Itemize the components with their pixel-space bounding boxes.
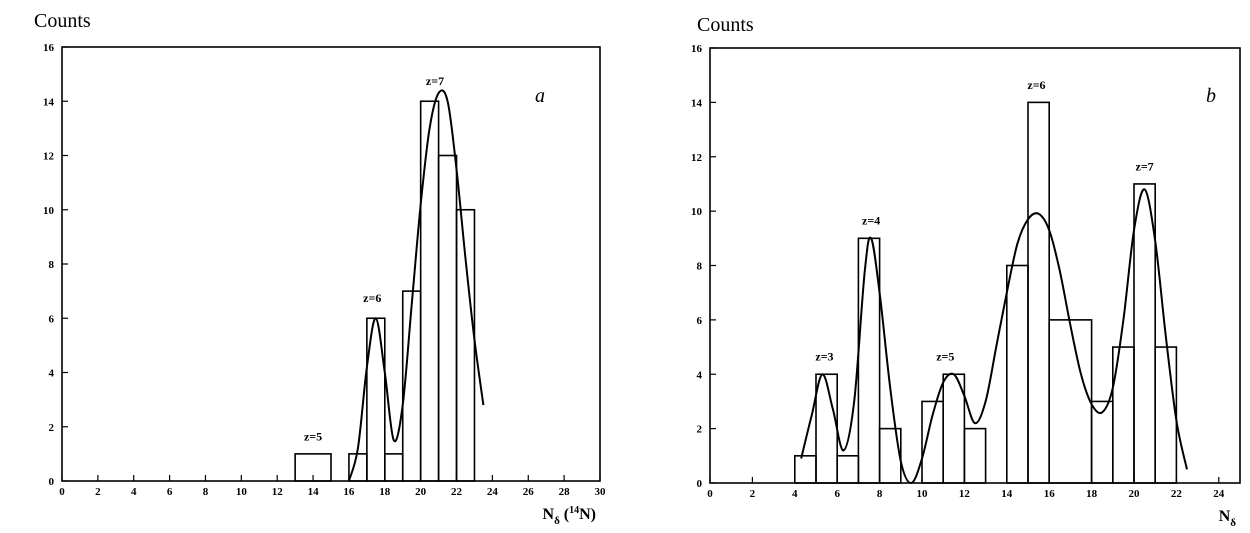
panel-a-x-tick-label: 14 xyxy=(308,486,320,498)
panel-a-x-tick-label: 28 xyxy=(559,486,571,498)
panel-a-y-axis-label: Counts xyxy=(34,10,91,32)
panel-b-x-tick-label: 8 xyxy=(877,488,883,500)
panel-b-histogram-bin xyxy=(878,427,902,484)
panel-b-histogram-bin xyxy=(1154,346,1178,484)
panel-b-histogram-bin xyxy=(1133,183,1157,484)
panel-a-plot-frame xyxy=(61,46,601,482)
panel-b-y-tick-label: 10 xyxy=(691,206,703,218)
panel-a-x-tick-label: 26 xyxy=(523,486,535,498)
panel-b-x-tick-label: 20 xyxy=(1129,488,1141,500)
panel-b-histogram-bin xyxy=(815,373,839,484)
panel-b-x-tick-label: 22 xyxy=(1171,488,1183,500)
panel-b-x-tick-label: 4 xyxy=(792,488,798,500)
panel-a-peak-annotation: z=6 xyxy=(363,291,381,305)
panel-a-histogram-bin xyxy=(437,154,458,482)
panel-b-x-tick-label: 16 xyxy=(1044,488,1056,500)
panel-b-y-tick-label: 4 xyxy=(697,369,703,381)
panel-a-x-tick-label: 4 xyxy=(131,486,137,498)
panel-a-x-tick-label: 16 xyxy=(343,486,355,498)
panel-b-histogram-bin xyxy=(1048,319,1093,484)
panel-a-x-axis-label: Nδ (14N) xyxy=(543,505,597,527)
panel-a-x-tick-label: 12 xyxy=(272,486,284,498)
panel-b-x-tick-label: 0 xyxy=(707,488,713,500)
panel-b-x-tick-label: 6 xyxy=(834,488,840,500)
panel-b-histogram-bin xyxy=(1005,264,1029,484)
panel-b-y-tick-label: 16 xyxy=(691,43,703,55)
panel-a-peak-annotation: z=5 xyxy=(304,429,322,443)
panel-a-x-tick-label: 24 xyxy=(487,486,499,498)
panel-a-fit-curve xyxy=(347,89,485,482)
panel-b-x-tick-label: 12 xyxy=(959,488,971,500)
panel-b-x-tick-label: 18 xyxy=(1086,488,1098,500)
panel-a-y-tick-label: 10 xyxy=(43,205,55,217)
panel-b-y-tick-label: 2 xyxy=(697,424,703,436)
panel-b-x-tick-label: 10 xyxy=(917,488,929,500)
panel-a-y-tick-label: 4 xyxy=(49,368,55,380)
panel-a-histogram-bin xyxy=(383,453,404,482)
panel-b-histogram-bin xyxy=(793,455,817,484)
panel-b-peak-annotation: z=7 xyxy=(1136,159,1154,173)
panel-a-x-tick-label: 10 xyxy=(236,486,248,498)
panel-b-y-tick-label: 6 xyxy=(697,315,703,327)
panel-a-x-tick-label: 8 xyxy=(203,486,209,498)
panel-a-x-tick-label: 18 xyxy=(379,486,391,498)
panel-b-x-axis-label: Nδ xyxy=(1219,508,1237,529)
panel-a-y-tick-label: 14 xyxy=(43,96,55,108)
panel-b-x-tick-label: 14 xyxy=(1001,488,1013,500)
panel-a-y-tick-label: 12 xyxy=(43,151,55,163)
panel-b-histogram-bin xyxy=(1090,400,1114,484)
panel-b-x-tick-label: 2 xyxy=(750,488,756,500)
panel-b-y-tick-label: 0 xyxy=(697,478,703,490)
panel-a-y-tick-label: 2 xyxy=(49,422,55,434)
panel-a-y-tick-label: 16 xyxy=(43,42,55,54)
panel-b-y-axis-label: Counts xyxy=(697,14,754,36)
panel-b-peak-annotation: z=6 xyxy=(1027,78,1045,92)
panel-a-panel-letter: a xyxy=(535,85,545,107)
panel-b-panel-letter: b xyxy=(1206,85,1216,107)
panel-a-x-tick-label: 30 xyxy=(595,486,607,498)
panel-a-histogram-bin xyxy=(294,453,332,482)
panel-a-histogram-bin xyxy=(419,100,440,482)
panel-a-y-tick-label: 6 xyxy=(49,313,55,325)
panel-b-plot-frame xyxy=(709,47,1241,484)
panel-b-peak-annotation: z=4 xyxy=(862,214,880,228)
panel-b-y-tick-label: 8 xyxy=(697,261,703,273)
panel-a-histogram-bin xyxy=(348,453,368,482)
panel-b-y-tick-label: 12 xyxy=(691,152,703,164)
panel-a-x-tick-label: 2 xyxy=(95,486,101,498)
panel-b-peak-annotation: z=5 xyxy=(936,350,954,364)
panel-b-histogram-bin xyxy=(1027,101,1051,484)
panel-a-x-tick-label: 6 xyxy=(167,486,173,498)
panel-a-x-tick-label: 20 xyxy=(415,486,427,498)
panel-b-histogram-bin xyxy=(963,427,987,484)
panel-b-fit-curve xyxy=(800,188,1188,484)
panel-a-x-tick-label: 0 xyxy=(59,486,65,498)
panel-b-y-tick-label: 14 xyxy=(691,97,703,109)
panel-a-y-tick-label: 0 xyxy=(49,476,55,488)
panel-b-x-tick-label: 24 xyxy=(1213,488,1225,500)
panel-b-peak-annotation: z=3 xyxy=(815,350,833,364)
panel-a-y-tick-label: 8 xyxy=(49,259,55,271)
panel-a-peak-annotation: z=7 xyxy=(426,74,444,88)
panel-a-x-tick-label: 22 xyxy=(451,486,463,498)
panel-b-histogram-bin xyxy=(836,455,860,484)
